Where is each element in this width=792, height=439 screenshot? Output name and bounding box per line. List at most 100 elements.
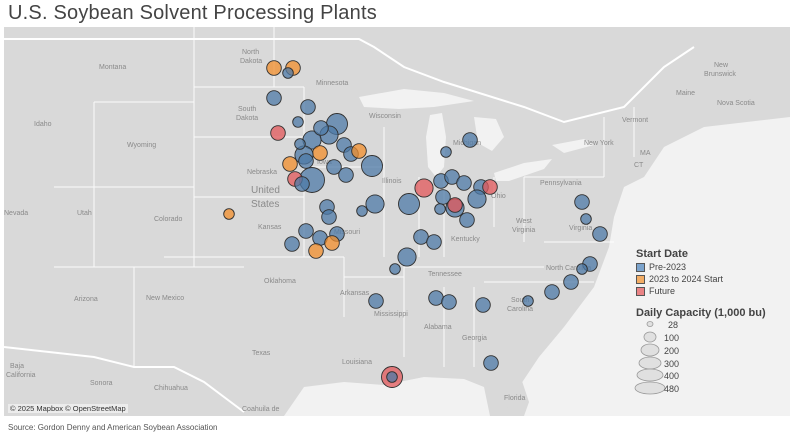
legend-swatch xyxy=(636,286,645,296)
plant-marker[interactable] xyxy=(574,194,590,210)
plant-marker[interactable] xyxy=(434,203,446,215)
map-view[interactable]: North Dakota Montana Minnesota South Dakota Id… xyxy=(4,27,790,416)
plant-marker[interactable] xyxy=(397,247,417,267)
map-labels: North Dakota Montana Minnesota South Dakota Id… xyxy=(4,49,755,413)
plant-marker[interactable] xyxy=(365,194,385,214)
plant-marker[interactable] xyxy=(282,67,294,79)
legend-label: Pre-2023 xyxy=(649,262,687,272)
map-region-label: New Mexico xyxy=(146,295,184,302)
plant-marker[interactable] xyxy=(482,179,498,195)
map-region-label: Illinois xyxy=(382,178,402,185)
legend-color-title: Start Date xyxy=(636,248,688,260)
map-region-label: MA xyxy=(640,150,651,157)
legend-size-label: 200 xyxy=(664,346,680,356)
plant-marker[interactable] xyxy=(338,167,354,183)
map-region-label: Wyoming xyxy=(127,142,156,149)
map-region-label: North Carolina xyxy=(546,265,591,272)
plant-marker[interactable] xyxy=(292,116,304,128)
plant-marker[interactable] xyxy=(426,234,442,250)
plant-marker[interactable] xyxy=(563,274,579,290)
plant-marker[interactable] xyxy=(368,293,384,309)
legend-size-label: 300 xyxy=(664,359,680,369)
plant-marker[interactable] xyxy=(308,243,324,259)
plant-marker[interactable] xyxy=(266,60,282,76)
lake-superior xyxy=(359,89,474,109)
legend-size-label: 400 xyxy=(664,371,680,381)
page-title: U.S. Soybean Solvent Processing Plants xyxy=(8,2,377,24)
legend-item-future[interactable]: Future xyxy=(636,286,675,296)
plant-marker[interactable] xyxy=(414,178,434,198)
florida-peninsula xyxy=(494,357,529,416)
plant-marker[interactable] xyxy=(298,223,314,239)
plant-marker[interactable] xyxy=(266,90,282,106)
map-region-label: New xyxy=(714,62,729,69)
map-region-label: Mississippi xyxy=(374,311,408,318)
plant-marker[interactable] xyxy=(467,189,487,209)
map-region-label: Carolina xyxy=(507,306,533,313)
plant-marker[interactable] xyxy=(447,197,463,213)
plant-marker[interactable] xyxy=(270,125,286,141)
plant-markers[interactable] xyxy=(223,60,608,388)
plant-marker[interactable] xyxy=(462,132,478,148)
map-attribution[interactable]: © 2025 Mapbox © OpenStreetMap xyxy=(8,404,128,413)
plant-marker[interactable] xyxy=(441,294,457,310)
plant-marker[interactable] xyxy=(576,263,588,275)
lake-michigan xyxy=(426,113,446,177)
plant-marker[interactable] xyxy=(298,153,314,169)
plant-marker[interactable] xyxy=(321,209,337,225)
map-region-label: West xyxy=(516,218,532,225)
plant-marker[interactable] xyxy=(483,355,499,371)
plant-marker[interactable] xyxy=(459,212,475,228)
plant-marker[interactable] xyxy=(351,143,367,159)
legend-label: Future xyxy=(649,286,676,296)
plant-marker[interactable] xyxy=(413,229,429,245)
plant-marker[interactable] xyxy=(294,176,310,192)
plant-marker[interactable] xyxy=(313,120,329,136)
map-region-label: Iowa xyxy=(317,159,332,166)
plant-marker[interactable] xyxy=(592,226,608,242)
map-region-label: Nova Scotia xyxy=(717,100,755,107)
basemap xyxy=(4,27,790,416)
legend-size-symbols xyxy=(634,321,666,395)
map-canvas[interactable]: North Dakota Montana Minnesota South Dakota Id… xyxy=(4,27,790,416)
plant-marker[interactable] xyxy=(284,236,300,252)
plant-marker[interactable] xyxy=(356,205,368,217)
map-region-label: Georgia xyxy=(462,335,487,342)
map-region-label: Colorado xyxy=(154,216,183,223)
lake-erie xyxy=(494,159,552,181)
plant-marker[interactable] xyxy=(312,145,328,161)
map-region-label: Minnesota xyxy=(316,80,348,87)
map-region-label: Kansas xyxy=(258,224,282,231)
map-region-label: Sonora xyxy=(90,380,113,387)
plant-marker[interactable] xyxy=(398,193,420,215)
map-region-label: Virginia xyxy=(569,225,592,232)
map-region-label: Oklahoma xyxy=(264,278,296,285)
plant-marker[interactable] xyxy=(361,155,383,177)
map-region-label: Virginia xyxy=(512,227,535,234)
plant-marker[interactable] xyxy=(440,146,452,158)
plant-marker[interactable] xyxy=(580,213,592,225)
plant-marker[interactable] xyxy=(294,138,306,150)
plant-marker[interactable] xyxy=(386,371,398,383)
plant-marker[interactable] xyxy=(389,263,401,275)
plant-marker[interactable] xyxy=(324,235,340,251)
plant-marker[interactable] xyxy=(223,208,235,220)
plant-marker[interactable] xyxy=(282,156,298,172)
plant-marker[interactable] xyxy=(522,295,534,307)
plant-marker[interactable] xyxy=(428,290,444,306)
legend-swatch xyxy=(636,274,645,284)
legend-item-2023-2024[interactable]: 2023 to 2024 Start xyxy=(636,274,723,284)
plant-marker[interactable] xyxy=(300,99,316,115)
legend-size-title: Daily Capacity (1,000 bu) xyxy=(636,307,766,319)
map-region-label: Coahuila de xyxy=(242,406,279,413)
legend-item-pre-2023[interactable]: Pre-2023 xyxy=(636,262,686,272)
map-region-label: New York xyxy=(584,140,614,147)
map-region-label: Florida xyxy=(504,395,526,402)
map-region-label: Nebraska xyxy=(247,169,277,176)
map-region-label: Maine xyxy=(676,90,695,97)
plant-marker[interactable] xyxy=(544,284,560,300)
map-region-label: Nevada xyxy=(4,210,28,217)
plant-marker[interactable] xyxy=(475,297,491,313)
plant-marker[interactable] xyxy=(456,175,472,191)
plant-marker[interactable] xyxy=(326,159,342,175)
